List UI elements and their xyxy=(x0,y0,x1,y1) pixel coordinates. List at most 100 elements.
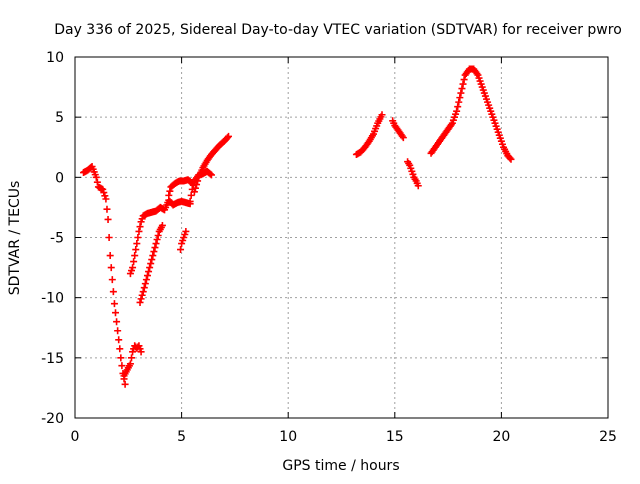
data-point xyxy=(447,121,455,129)
data-point xyxy=(153,236,161,244)
series-L xyxy=(427,65,515,163)
data-point xyxy=(186,197,194,205)
data-point xyxy=(131,252,139,260)
data-point xyxy=(146,264,154,272)
data-point xyxy=(223,134,231,142)
data-point xyxy=(193,181,201,189)
series-B xyxy=(120,342,145,380)
data-point xyxy=(115,336,123,344)
data-point xyxy=(138,291,146,299)
y-tick-label: 0 xyxy=(55,170,64,186)
data-point xyxy=(137,348,145,356)
data-point xyxy=(113,318,121,326)
data-point xyxy=(141,280,149,288)
data-point xyxy=(190,188,198,196)
x-tick-label: 0 xyxy=(71,429,80,445)
data-point xyxy=(506,154,514,162)
data-point xyxy=(399,134,407,142)
data-point xyxy=(143,272,151,280)
x-tick-label: 10 xyxy=(279,429,297,445)
data-point xyxy=(101,192,109,200)
data-point xyxy=(137,295,145,303)
data-point xyxy=(456,94,464,102)
data-point xyxy=(453,107,461,115)
x-tick-label: 15 xyxy=(386,429,404,445)
y-axis-label: SDTVAR / TECUs xyxy=(7,181,23,296)
data-point xyxy=(458,85,466,93)
data-point xyxy=(398,132,406,140)
y-tick-label: -20 xyxy=(41,411,64,427)
y-tick-label: 5 xyxy=(55,110,64,126)
data-point xyxy=(457,89,465,97)
data-point xyxy=(132,246,140,254)
series-J xyxy=(389,117,407,142)
series-H xyxy=(190,132,233,196)
data-point xyxy=(130,258,138,266)
axis-ticks: 0 5 10 15 20 25 -20 -15 -10 -5 0 5 10 xyxy=(41,50,617,445)
data-point xyxy=(99,185,107,193)
data-point xyxy=(507,155,515,163)
data-point xyxy=(139,288,147,296)
data-point xyxy=(129,264,137,272)
data-point xyxy=(177,246,185,254)
data-point xyxy=(92,173,100,181)
data-point xyxy=(103,205,111,213)
series-A xyxy=(80,163,129,388)
data-point xyxy=(191,184,199,192)
data-point xyxy=(158,221,166,229)
y-tick-label: -15 xyxy=(41,351,64,367)
y-tick-label: -10 xyxy=(41,291,64,307)
data-point xyxy=(117,354,125,362)
data-point xyxy=(225,132,233,140)
data-point xyxy=(107,264,115,272)
data-point xyxy=(133,240,141,248)
chart-title: Day 336 of 2025, Sidereal Day-to-day VTE… xyxy=(54,22,622,38)
data-point xyxy=(149,252,157,260)
data-point xyxy=(140,284,148,292)
data-point xyxy=(150,248,158,256)
data-points xyxy=(80,65,515,388)
series-K xyxy=(404,158,422,190)
data-point xyxy=(118,362,126,370)
data-point xyxy=(459,80,467,88)
data-point xyxy=(152,240,160,248)
series-C xyxy=(126,196,194,278)
data-point xyxy=(114,327,122,335)
data-point xyxy=(207,171,215,179)
data-point xyxy=(136,298,144,306)
data-point xyxy=(104,215,112,223)
data-point xyxy=(108,276,116,284)
data-point xyxy=(112,309,120,317)
data-point xyxy=(454,103,462,111)
x-tick-label: 20 xyxy=(492,429,510,445)
data-point xyxy=(194,177,202,185)
data-point xyxy=(126,360,134,368)
data-point xyxy=(106,252,114,260)
x-axis-label: GPS time / hours xyxy=(282,458,399,474)
data-point xyxy=(414,182,422,190)
data-point xyxy=(182,227,190,235)
data-point xyxy=(147,260,155,268)
data-point xyxy=(116,345,124,353)
data-point xyxy=(109,288,117,296)
data-point xyxy=(154,231,162,239)
grid xyxy=(75,57,608,418)
data-point xyxy=(455,98,463,106)
data-point xyxy=(460,76,468,84)
data-point xyxy=(102,195,110,203)
data-point xyxy=(166,187,174,195)
data-point xyxy=(145,268,153,276)
series-F xyxy=(177,227,190,254)
data-point xyxy=(142,276,150,284)
data-point xyxy=(473,70,481,78)
data-point xyxy=(100,189,108,197)
data-point xyxy=(378,111,386,119)
x-tick-label: 5 xyxy=(177,429,186,445)
data-point xyxy=(136,223,144,231)
data-point xyxy=(134,234,142,241)
data-point xyxy=(187,191,195,199)
data-point xyxy=(110,300,118,308)
data-point xyxy=(135,227,143,235)
